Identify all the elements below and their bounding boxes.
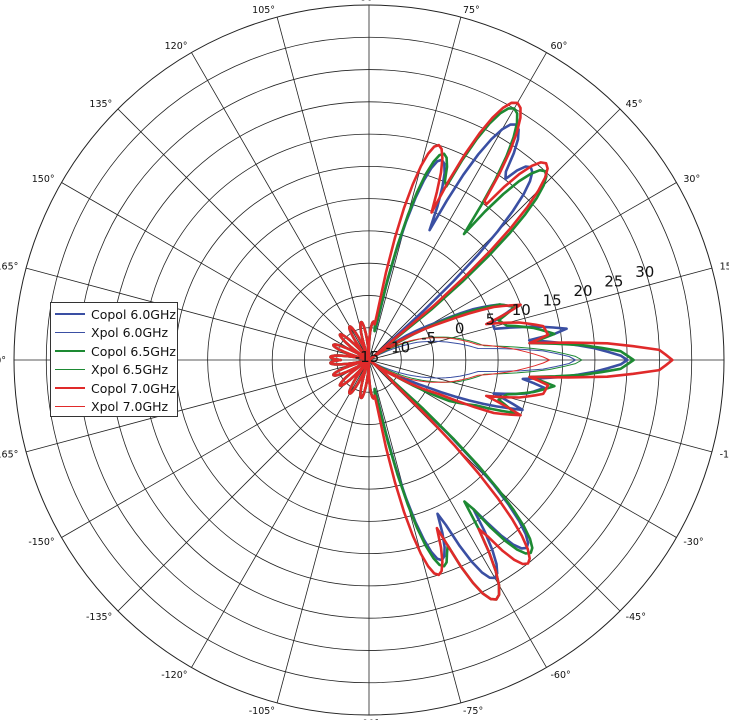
legend-swatch (55, 313, 85, 316)
legend-label: Xpol 7.0GHz (91, 399, 169, 415)
radial-tick-label: -5 (421, 329, 436, 347)
radial-tick-label: -10 (386, 339, 411, 357)
legend-item: Copol 7.0GHz (51, 379, 177, 398)
angle-tick-label: 150° (32, 174, 55, 185)
radial-tick-label: 15 (543, 291, 562, 309)
radial-tick-label: 5 (486, 310, 496, 328)
angle-tick-label: 15° (720, 262, 729, 273)
legend-swatch (55, 332, 85, 334)
angle-tick-label: -90° (359, 719, 379, 720)
polar-grid (13, 4, 725, 716)
radial-tick-label: 20 (573, 282, 592, 300)
grid-spoke (368, 359, 713, 453)
series-line (368, 337, 551, 383)
series-curves (329, 101, 674, 601)
angle-tick-label: 75° (463, 5, 480, 16)
angle-tick-label: -120° (161, 670, 187, 681)
angle-tick-label: 90° (361, 0, 378, 4)
grid-spoke (25, 359, 370, 453)
grid-spoke (368, 359, 462, 704)
legend-item: Copol 6.5GHz (51, 342, 177, 361)
angle-tick-label: -45° (626, 612, 646, 623)
grid-spoke (368, 359, 547, 668)
grid-spoke (368, 16, 462, 361)
radial-tick-label: 25 (604, 273, 623, 291)
radial-axis-labels: -15 -10 -5 0 5 10 15 20 25 30 (355, 263, 655, 366)
legend: Copol 6.0GHz Xpol 6.0GHz Copol 6.5GHz Xpol … (50, 302, 178, 417)
legend-label: Copol 6.5GHz (91, 343, 176, 359)
angle-tick-label: -60° (551, 670, 571, 681)
legend-label: Copol 6.0GHz (91, 306, 176, 322)
grid-spoke (25, 267, 370, 361)
radial-tick-label: 0 (455, 320, 465, 338)
angle-tick-label: -150° (28, 537, 54, 548)
legend-item: Xpol 6.0GHz (51, 324, 177, 343)
angle-tick-label: -30° (683, 537, 703, 548)
angle-tick-label: -105° (249, 706, 275, 717)
angle-tick-label: 105° (252, 5, 275, 16)
angle-tick-label: 45° (626, 99, 643, 110)
angle-tick-label: -165° (0, 449, 18, 460)
angle-tick-label: -15° (720, 449, 729, 460)
grid-spoke (61, 359, 370, 538)
legend-swatch (55, 350, 85, 353)
grid-spoke (191, 359, 370, 668)
angle-tick-label: -135° (86, 612, 112, 623)
legend-label: Xpol 6.0GHz (91, 325, 169, 341)
legend-swatch (55, 406, 85, 408)
series-line (329, 101, 674, 601)
radial-tick-label: 10 (512, 301, 531, 319)
angle-tick-label: 135° (89, 99, 112, 110)
legend-item: Xpol 7.0GHz (51, 398, 177, 417)
grid-spoke (117, 359, 370, 612)
series-line (368, 340, 576, 379)
grid-spoke (61, 182, 370, 361)
legend-swatch (55, 369, 85, 371)
legend-label: Copol 7.0GHz (91, 380, 176, 396)
legend-item: Copol 6.0GHz (51, 305, 177, 324)
angle-tick-label: 120° (165, 41, 188, 52)
radial-tick-label: -15 (355, 348, 380, 366)
legend-swatch (55, 387, 85, 390)
grid-spoke (117, 108, 370, 361)
grid-spoke (276, 359, 370, 704)
grid-spoke (276, 16, 370, 361)
legend-item: Xpol 6.5GHz (51, 361, 177, 380)
grid-spoke (368, 267, 713, 361)
angle-tick-label: -180° (0, 356, 6, 367)
angle-tick-label: 60° (551, 41, 568, 52)
legend-label: Xpol 6.5GHz (91, 362, 169, 378)
grid-spoke (191, 52, 370, 361)
angle-tick-label: -75° (463, 706, 483, 717)
angle-tick-label: 165° (0, 262, 18, 273)
angle-tick-label: 30° (683, 174, 700, 185)
radial-tick-label: 30 (635, 263, 654, 281)
